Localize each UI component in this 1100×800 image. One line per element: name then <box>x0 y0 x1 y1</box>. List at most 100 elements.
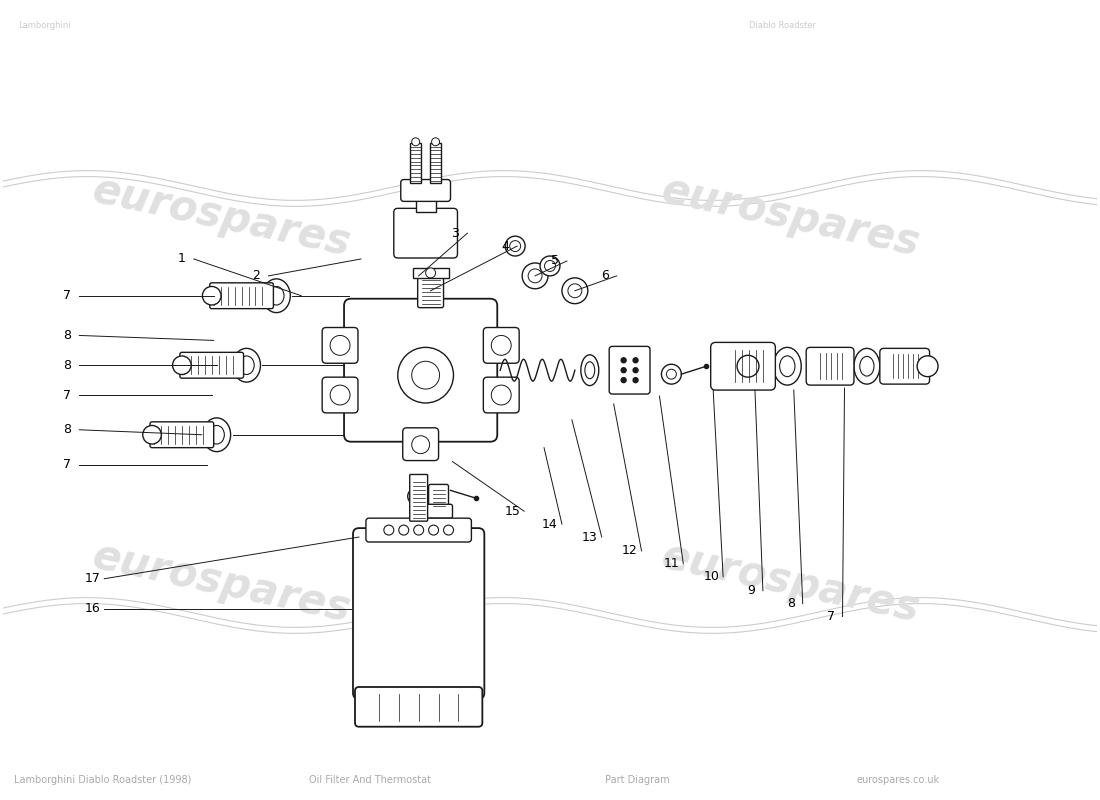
Text: 14: 14 <box>542 518 558 530</box>
Bar <box>430 142 441 182</box>
Text: 16: 16 <box>85 602 100 615</box>
Text: eurospares: eurospares <box>89 170 354 265</box>
FancyBboxPatch shape <box>425 504 452 518</box>
Circle shape <box>634 368 638 373</box>
Circle shape <box>667 370 676 379</box>
Ellipse shape <box>268 286 284 305</box>
Circle shape <box>568 284 582 298</box>
Ellipse shape <box>860 357 875 376</box>
FancyBboxPatch shape <box>418 274 443 308</box>
Circle shape <box>202 286 221 305</box>
Text: 11: 11 <box>663 558 680 570</box>
Bar <box>412 268 449 278</box>
Text: 9: 9 <box>747 584 755 597</box>
Ellipse shape <box>854 348 880 384</box>
Circle shape <box>399 525 409 535</box>
FancyBboxPatch shape <box>355 687 482 726</box>
Text: 3: 3 <box>451 226 460 240</box>
Circle shape <box>173 356 191 374</box>
FancyBboxPatch shape <box>403 428 439 461</box>
Circle shape <box>634 358 638 362</box>
Ellipse shape <box>408 486 433 506</box>
Circle shape <box>509 241 520 251</box>
Text: 7: 7 <box>64 290 72 302</box>
FancyBboxPatch shape <box>711 342 776 390</box>
Circle shape <box>621 378 626 382</box>
FancyBboxPatch shape <box>609 346 650 394</box>
Ellipse shape <box>581 355 598 386</box>
Circle shape <box>621 358 626 362</box>
FancyBboxPatch shape <box>210 283 274 309</box>
FancyBboxPatch shape <box>366 518 472 542</box>
Circle shape <box>492 385 512 405</box>
Circle shape <box>505 236 525 256</box>
Circle shape <box>661 364 681 384</box>
FancyBboxPatch shape <box>394 208 458 258</box>
Circle shape <box>737 355 759 377</box>
FancyBboxPatch shape <box>150 422 213 448</box>
FancyBboxPatch shape <box>322 377 358 413</box>
FancyBboxPatch shape <box>429 485 449 510</box>
Ellipse shape <box>585 362 595 378</box>
Ellipse shape <box>232 348 261 382</box>
Text: Part Diagram: Part Diagram <box>605 775 669 786</box>
FancyBboxPatch shape <box>180 352 243 378</box>
Circle shape <box>528 269 542 283</box>
Circle shape <box>917 356 938 377</box>
Text: 13: 13 <box>582 530 597 543</box>
Circle shape <box>398 347 453 403</box>
Text: eurospares.co.uk: eurospares.co.uk <box>857 775 939 786</box>
Text: 2: 2 <box>253 270 261 282</box>
Text: 10: 10 <box>703 570 719 583</box>
Circle shape <box>143 426 162 444</box>
FancyBboxPatch shape <box>409 474 428 521</box>
Circle shape <box>443 525 453 535</box>
Text: 8: 8 <box>64 358 72 372</box>
Text: 8: 8 <box>786 597 795 610</box>
Ellipse shape <box>773 347 801 385</box>
Text: 8: 8 <box>64 329 72 342</box>
Bar <box>410 142 421 182</box>
Circle shape <box>330 385 350 405</box>
Text: 12: 12 <box>621 545 638 558</box>
Text: eurospares: eurospares <box>658 535 924 630</box>
Text: Oil Filter And Thermostat: Oil Filter And Thermostat <box>309 775 431 786</box>
Circle shape <box>544 261 556 271</box>
Text: Lamborghini Diablo Roadster (1998): Lamborghini Diablo Roadster (1998) <box>13 775 191 786</box>
Circle shape <box>492 335 512 355</box>
FancyBboxPatch shape <box>483 327 519 363</box>
Text: 15: 15 <box>504 505 520 518</box>
FancyBboxPatch shape <box>400 179 451 202</box>
Circle shape <box>562 278 587 304</box>
Text: 7: 7 <box>64 389 72 402</box>
Text: 7: 7 <box>826 610 835 623</box>
Ellipse shape <box>239 356 254 374</box>
Circle shape <box>540 256 560 276</box>
Text: eurospares: eurospares <box>89 535 354 630</box>
Ellipse shape <box>414 491 428 502</box>
Circle shape <box>384 525 394 535</box>
Text: 6: 6 <box>601 270 608 282</box>
Circle shape <box>621 368 626 373</box>
Circle shape <box>411 436 430 454</box>
Ellipse shape <box>263 279 290 313</box>
Text: 4: 4 <box>502 239 509 253</box>
FancyBboxPatch shape <box>353 528 484 699</box>
Ellipse shape <box>780 356 795 377</box>
Circle shape <box>522 263 548 289</box>
FancyBboxPatch shape <box>806 347 854 385</box>
Circle shape <box>431 138 440 146</box>
Text: 17: 17 <box>85 572 100 586</box>
Bar <box>416 194 436 212</box>
Text: Diablo Roadster: Diablo Roadster <box>749 21 816 30</box>
Text: Lamborghini: Lamborghini <box>18 21 70 30</box>
Circle shape <box>411 138 420 146</box>
Text: 5: 5 <box>551 254 559 267</box>
Circle shape <box>411 362 440 389</box>
Circle shape <box>414 525 424 535</box>
FancyBboxPatch shape <box>880 348 929 384</box>
Text: 1: 1 <box>178 253 186 266</box>
Text: 7: 7 <box>64 458 72 471</box>
Circle shape <box>634 378 638 382</box>
Ellipse shape <box>209 426 224 444</box>
